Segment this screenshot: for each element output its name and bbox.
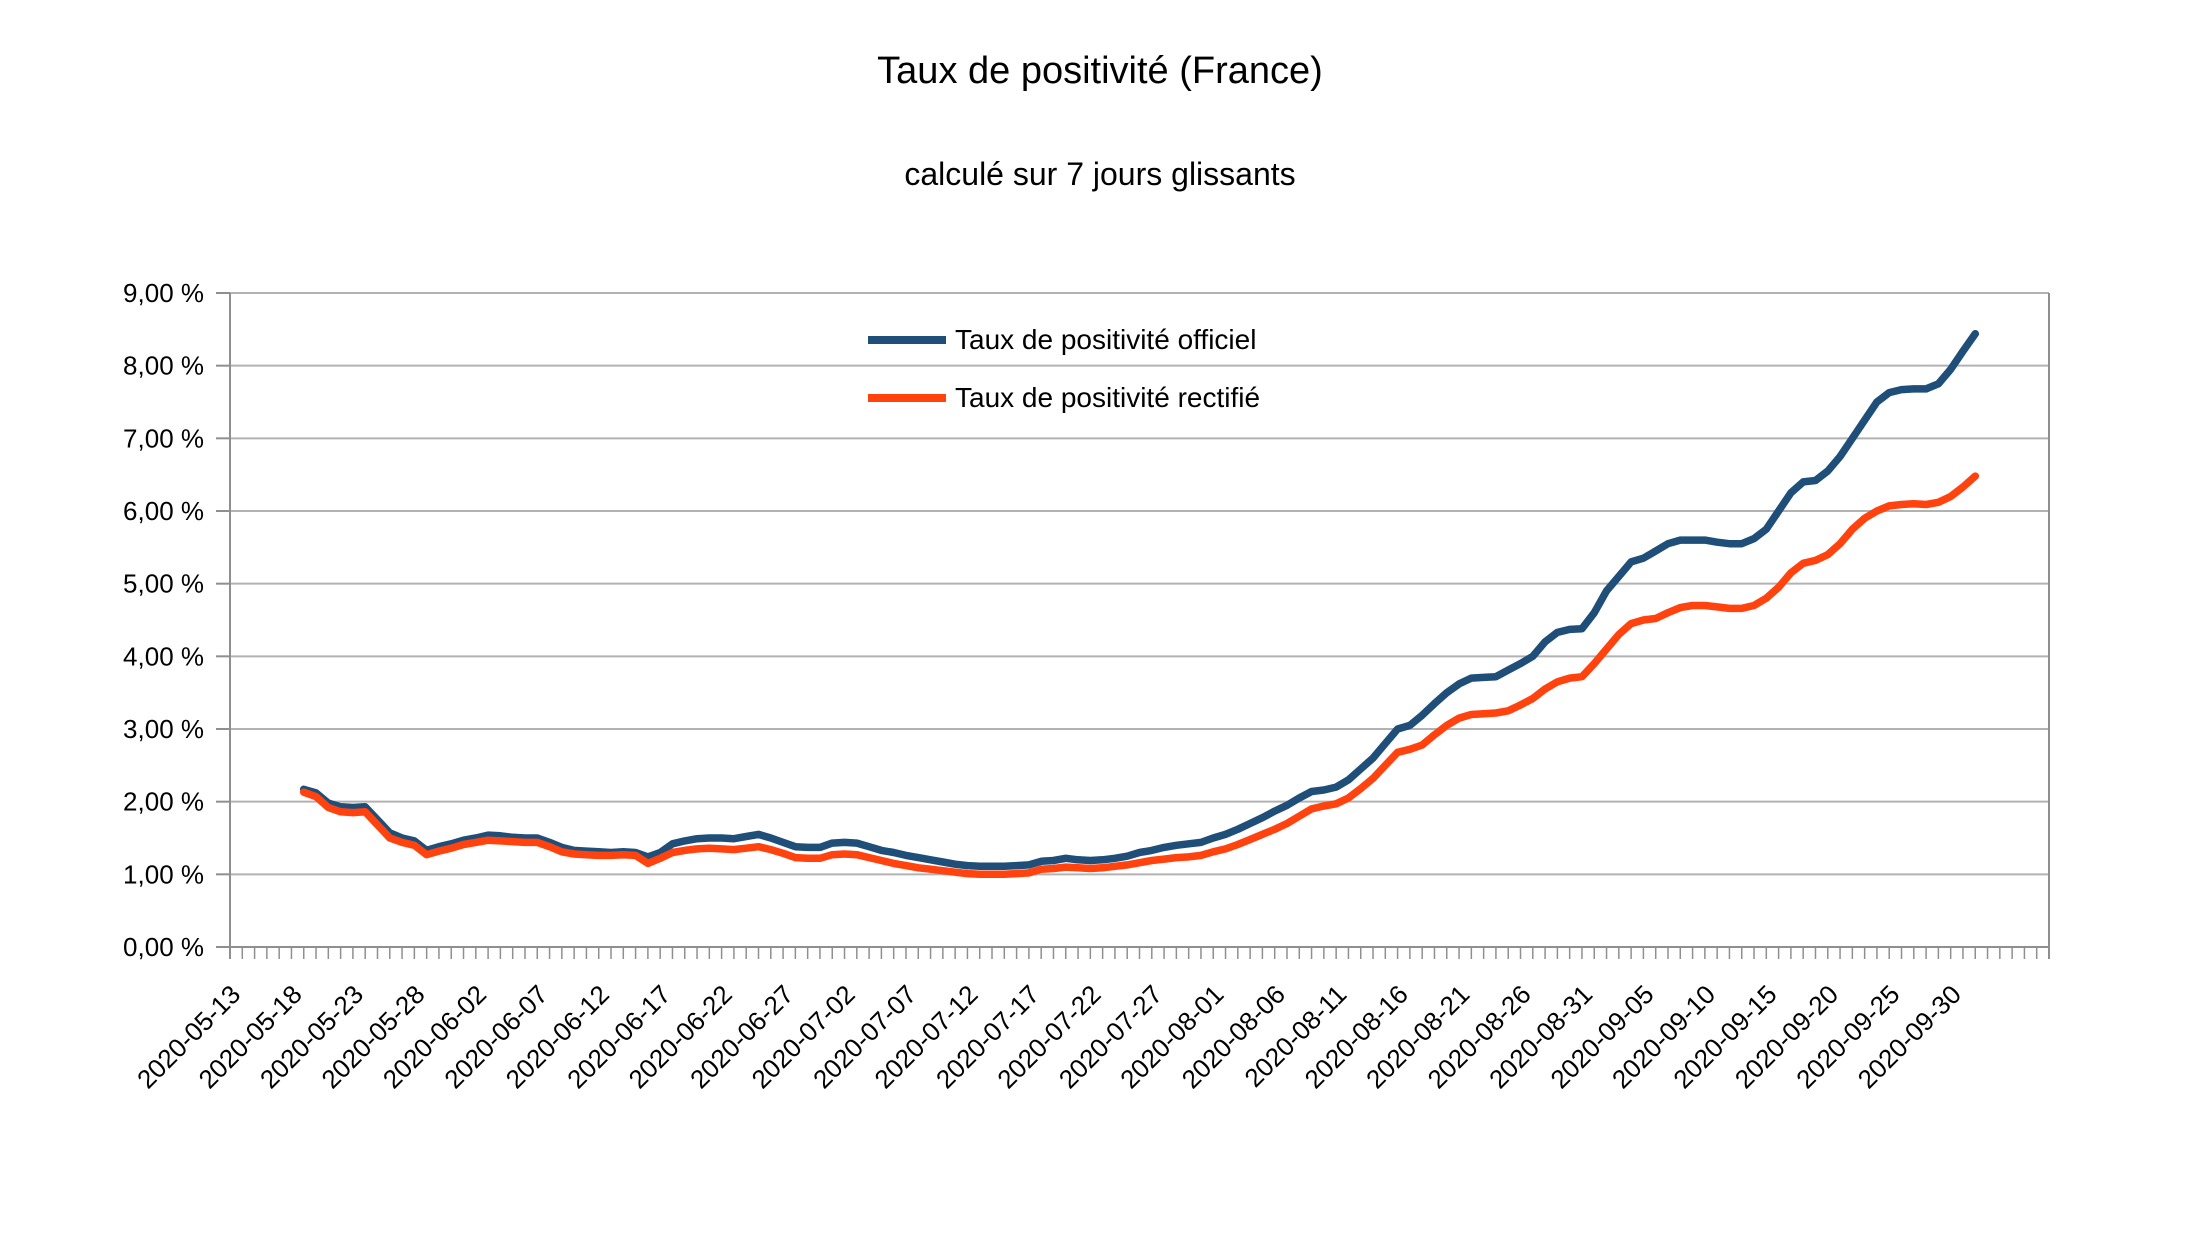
y-tick-label: 9,00 % <box>123 278 204 308</box>
legend-swatch-rectifie <box>868 394 946 402</box>
legend-item-officiel: Taux de positivité officiel <box>868 320 1260 360</box>
legend-swatch-officiel <box>868 336 946 344</box>
y-axis-labels: 0,00 % 1,00 % 2,00 % 3,00 % 4,00 % 5,00 % 6,00… <box>123 278 204 962</box>
y-tick-label: 4,00 % <box>123 641 204 671</box>
legend-label-rectifie: Taux de positivité rectifié <box>955 382 1261 413</box>
y-tick-label: 7,00 % <box>123 423 204 453</box>
y-tick-label: 8,00 % <box>123 351 204 381</box>
x-axis-ticks <box>229 947 2050 959</box>
y-tick-label: 6,00 % <box>123 496 204 526</box>
y-tick-label: 2,00 % <box>123 787 204 817</box>
chart-subtitle: calculé sur 7 jours glissants <box>904 156 1296 192</box>
y-tick-label: 5,00 % <box>123 569 204 599</box>
y-tick-label: 0,00 % <box>123 932 204 962</box>
chart-title: Taux de positivité (France) <box>877 50 1323 92</box>
chart-legend: Taux de positivité officiel Taux de posi… <box>868 320 1260 418</box>
legend-item-rectifie: Taux de positivité rectifié <box>868 378 1260 418</box>
y-tick-label: 1,00 % <box>123 859 204 889</box>
data-series <box>299 329 1980 879</box>
legend-label-officiel: Taux de positivité officiel <box>955 324 1257 355</box>
gridlines <box>230 292 2049 948</box>
series-line-1 <box>299 472 1980 879</box>
x-axis-labels: 2020-05-132020-05-182020-05-232020-05-28… <box>131 979 1967 1094</box>
y-tick-label: 3,00 % <box>123 714 204 744</box>
